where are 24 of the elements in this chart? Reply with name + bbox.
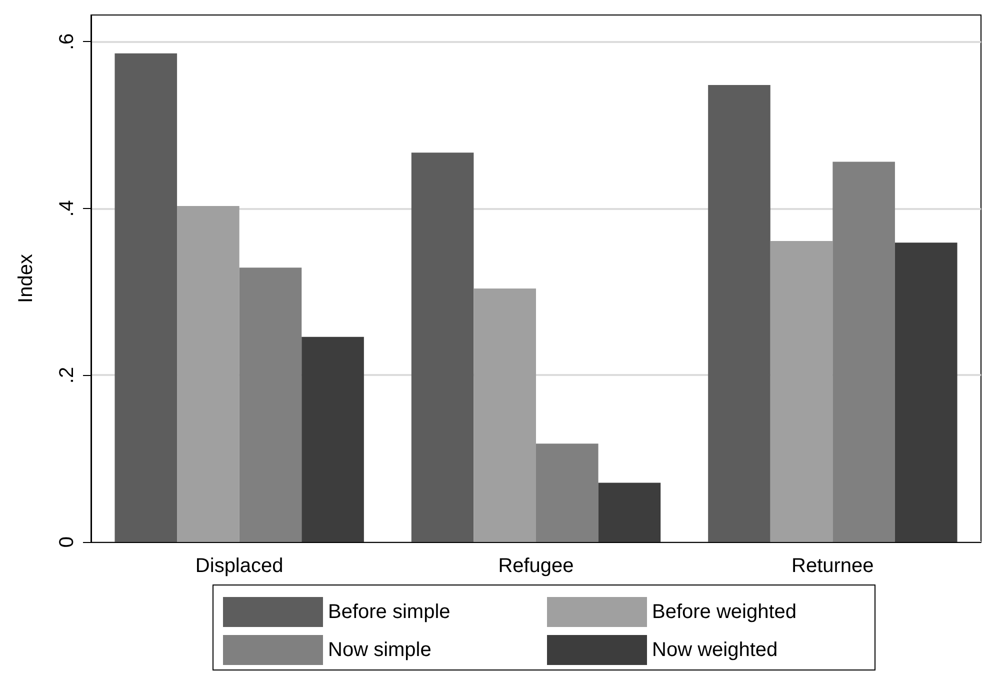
bar	[770, 240, 833, 542]
bar	[832, 162, 895, 542]
bar	[894, 242, 958, 542]
bar	[114, 53, 178, 542]
y-tick-label: .6	[56, 33, 78, 50]
y-tick-label: 0	[56, 536, 78, 548]
bar	[239, 268, 302, 542]
bar	[177, 206, 240, 542]
bar	[708, 85, 770, 542]
bar	[474, 288, 536, 542]
bar	[536, 444, 598, 542]
y-axis-title: Index	[15, 254, 37, 303]
x-tick-label: Displaced	[195, 555, 284, 577]
legend-label: Now simple	[328, 639, 432, 661]
legend-label: Before simple	[328, 601, 450, 623]
bar	[598, 482, 661, 542]
bar	[302, 336, 364, 542]
y-tick-label: .2	[56, 366, 78, 384]
y-tick-label: .4	[56, 200, 78, 217]
x-tick-label: Refugee	[498, 555, 574, 577]
x-tick-label: Returnee	[792, 555, 874, 577]
legend-label: Before weighted	[652, 601, 797, 623]
bar	[411, 152, 474, 542]
legend-label: Now weighted	[652, 639, 778, 661]
